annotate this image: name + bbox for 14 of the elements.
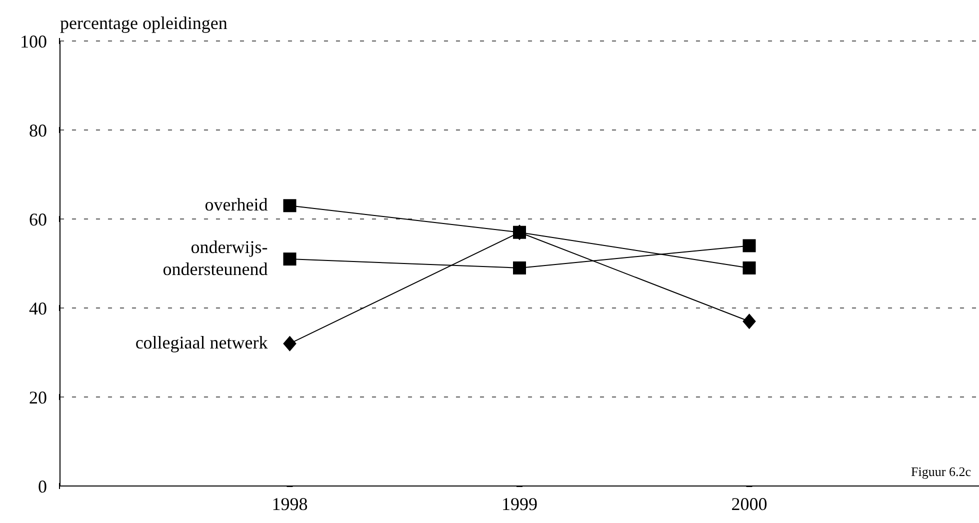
x-tick-label: 2000: [731, 494, 768, 514]
annotation: Figuur 6.2c: [911, 464, 972, 479]
y-tick-label: 20: [29, 387, 47, 408]
y-tick-label: 40: [29, 298, 47, 318]
y-tick-label: 100: [20, 31, 47, 52]
y-tick-label: 80: [29, 120, 47, 140]
y-tick-label: 0: [38, 476, 47, 496]
series-label: overheid: [204, 194, 268, 215]
series-label: collegiaal netwerk: [135, 332, 268, 353]
series-label: onderwijs-ondersteunend: [162, 237, 268, 280]
y-tick-label: 60: [29, 209, 47, 230]
y-axis-title: percentage opleidingen: [60, 13, 228, 33]
x-tick-label: 1999: [502, 494, 538, 514]
x-tick-label: 1998: [272, 494, 308, 514]
